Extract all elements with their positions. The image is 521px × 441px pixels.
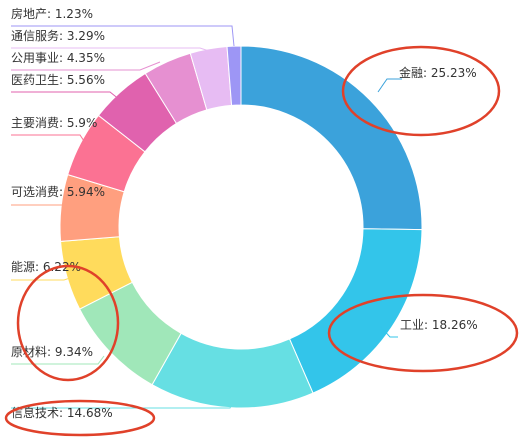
- leader-line-4: [11, 355, 105, 365]
- leader-lines: [11, 25, 402, 409]
- leader-line-2: [379, 325, 398, 338]
- slice-1[interactable]: [240, 45, 423, 231]
- leader-line-11: [11, 25, 235, 47]
- slice-label-2: 工业: 18.26%: [400, 318, 478, 332]
- donut-slices: [59, 45, 423, 409]
- slice-2[interactable]: [288, 228, 423, 394]
- slice-label-11: 房地产: 1.23%: [11, 6, 93, 21]
- leader-line-9: [11, 61, 161, 71]
- slice-label-1: 金融: 25.23%: [399, 65, 477, 80]
- slice-11[interactable]: [226, 45, 242, 106]
- slice-label-5: 能源: 6.22%: [11, 260, 81, 274]
- slice-label-8: 医药卫生: 5.56%: [11, 73, 105, 87]
- slice-3[interactable]: [151, 332, 314, 409]
- slice-label-9: 公用事业: 4.35%: [11, 51, 105, 65]
- leader-line-5: [11, 277, 71, 281]
- annotation-ellipse-1: [341, 45, 501, 137]
- leader-line-7: [11, 134, 89, 148]
- annotation-ellipse-4: [4, 399, 156, 437]
- slice-label-4: 原材料: 9.34%: [11, 345, 93, 359]
- slice-label-6: 可选消费: 5.94%: [11, 185, 105, 199]
- leader-line-3: [11, 403, 233, 409]
- annotation-ellipse-2: [327, 293, 519, 373]
- slice-label-3: 信息技术: 14.68%: [11, 405, 113, 420]
- leader-line-1: [377, 78, 402, 93]
- slice-labels: 金融: 25.23% 工业: 18.26% 信息技术: 14.68% 原材料: 9.3…: [11, 6, 478, 420]
- annotation-ellipses: [4, 45, 519, 437]
- slice-label-10: 通信服务: 3.29%: [11, 28, 105, 43]
- slice-label-7: 主要消费: 5.9%: [11, 116, 97, 130]
- leader-line-10: [11, 47, 213, 53]
- annotation-ellipse-3: [16, 264, 120, 382]
- leader-line-8: [11, 91, 121, 101]
